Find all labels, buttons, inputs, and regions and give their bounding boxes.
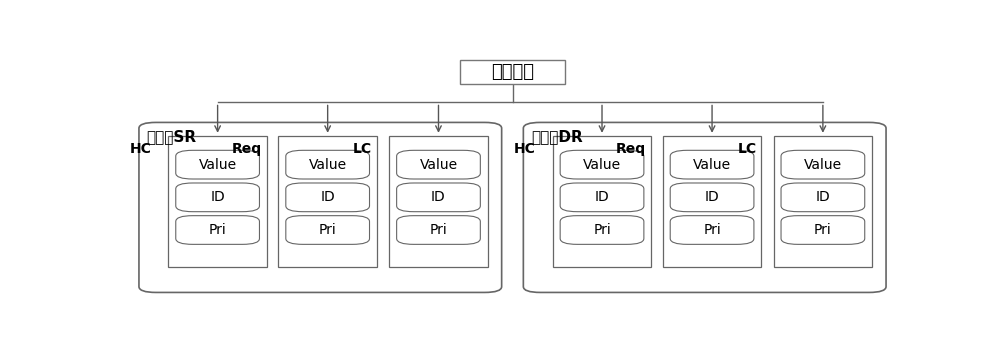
FancyBboxPatch shape xyxy=(670,150,754,179)
FancyBboxPatch shape xyxy=(286,150,370,179)
Text: ID: ID xyxy=(320,190,335,204)
Text: Value: Value xyxy=(583,158,621,172)
FancyBboxPatch shape xyxy=(168,136,267,267)
Text: Value: Value xyxy=(199,158,237,172)
FancyBboxPatch shape xyxy=(389,136,488,267)
Text: ID: ID xyxy=(816,190,830,204)
FancyBboxPatch shape xyxy=(176,183,259,212)
Text: 动态域DR: 动态域DR xyxy=(531,129,583,144)
Text: 输入工况: 输入工况 xyxy=(491,63,534,81)
FancyBboxPatch shape xyxy=(670,216,754,244)
FancyBboxPatch shape xyxy=(397,150,480,179)
Text: Pri: Pri xyxy=(703,223,721,237)
Text: Req: Req xyxy=(616,142,646,156)
FancyBboxPatch shape xyxy=(553,136,651,267)
FancyBboxPatch shape xyxy=(397,183,480,212)
Text: Pri: Pri xyxy=(209,223,226,237)
FancyBboxPatch shape xyxy=(397,216,480,244)
FancyBboxPatch shape xyxy=(286,216,370,244)
Text: LC: LC xyxy=(738,142,757,156)
FancyBboxPatch shape xyxy=(560,216,644,244)
FancyBboxPatch shape xyxy=(781,216,865,244)
FancyBboxPatch shape xyxy=(523,122,886,293)
FancyBboxPatch shape xyxy=(139,122,502,293)
Text: Value: Value xyxy=(309,158,347,172)
FancyBboxPatch shape xyxy=(663,136,761,267)
FancyBboxPatch shape xyxy=(560,150,644,179)
FancyBboxPatch shape xyxy=(176,216,259,244)
FancyBboxPatch shape xyxy=(460,60,565,84)
FancyBboxPatch shape xyxy=(278,136,377,267)
FancyBboxPatch shape xyxy=(670,183,754,212)
Text: Pri: Pri xyxy=(814,223,832,237)
Text: ID: ID xyxy=(705,190,719,204)
Text: Value: Value xyxy=(804,158,842,172)
FancyBboxPatch shape xyxy=(560,183,644,212)
Text: ID: ID xyxy=(595,190,609,204)
Text: HC: HC xyxy=(514,142,536,156)
FancyBboxPatch shape xyxy=(286,183,370,212)
Text: Value: Value xyxy=(693,158,731,172)
FancyBboxPatch shape xyxy=(774,136,872,267)
Text: Value: Value xyxy=(419,158,458,172)
Text: LC: LC xyxy=(353,142,372,156)
Text: Pri: Pri xyxy=(593,223,611,237)
FancyBboxPatch shape xyxy=(781,150,865,179)
Text: ID: ID xyxy=(210,190,225,204)
FancyBboxPatch shape xyxy=(176,150,259,179)
Text: ID: ID xyxy=(431,190,446,204)
Text: Req: Req xyxy=(231,142,261,156)
FancyBboxPatch shape xyxy=(781,183,865,212)
Text: Pri: Pri xyxy=(319,223,337,237)
Text: 静态域SR: 静态域SR xyxy=(147,129,197,144)
Text: Pri: Pri xyxy=(430,223,447,237)
Text: HC: HC xyxy=(129,142,151,156)
